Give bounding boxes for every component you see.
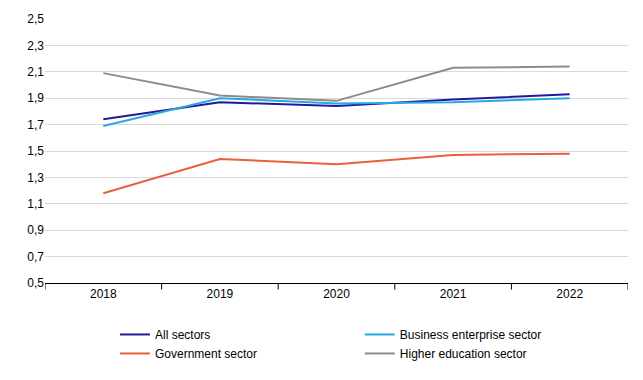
svg-text:2,5: 2,5 [27,12,44,26]
svg-text:1,9: 1,9 [27,91,44,105]
svg-text:All sectors: All sectors [155,328,210,342]
svg-text:1,7: 1,7 [27,118,44,132]
svg-text:1,5: 1,5 [27,144,44,158]
svg-text:0,7: 0,7 [27,250,44,264]
svg-text:0,9: 0,9 [27,223,44,237]
svg-text:1,1: 1,1 [27,197,44,211]
svg-text:Business enterprise sector: Business enterprise sector [400,328,541,342]
svg-text:2020: 2020 [323,287,350,301]
svg-text:2021: 2021 [440,287,467,301]
svg-text:Higher education sector: Higher education sector [400,347,527,361]
svg-text:2022: 2022 [556,287,583,301]
svg-text:2,1: 2,1 [27,65,44,79]
svg-text:0,5: 0,5 [27,276,44,290]
svg-text:1,3: 1,3 [27,171,44,185]
svg-text:2018: 2018 [90,287,117,301]
svg-text:Government sector: Government sector [155,347,257,361]
svg-text:2,3: 2,3 [27,39,44,53]
svg-text:2019: 2019 [207,287,234,301]
